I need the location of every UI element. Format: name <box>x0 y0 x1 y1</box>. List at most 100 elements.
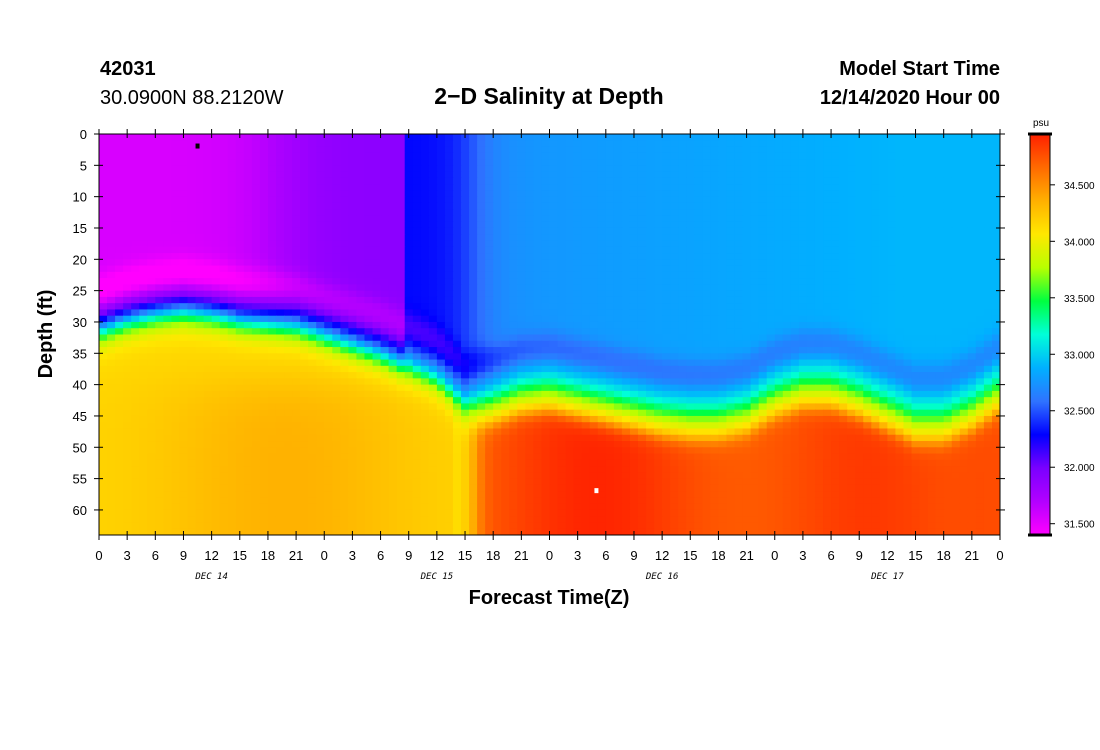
heatmap-cell <box>364 271 374 279</box>
heatmap-cell <box>436 152 446 160</box>
heatmap-cell <box>983 334 993 342</box>
heatmap-cell <box>219 372 229 379</box>
heatmap-cell <box>742 265 752 273</box>
heatmap-cell <box>131 372 140 379</box>
heatmap-cell <box>501 202 510 210</box>
heatmap-cell <box>710 134 720 141</box>
heatmap-cell <box>790 353 800 361</box>
heatmap-cell <box>975 296 985 304</box>
heatmap-cell <box>412 196 422 204</box>
heatmap-cell <box>107 202 116 210</box>
heatmap-cell <box>171 140 181 148</box>
heatmap-cell <box>485 184 494 191</box>
heatmap-cell <box>509 234 518 242</box>
heatmap-cell <box>766 234 776 242</box>
heatmap-cell <box>670 271 679 279</box>
heatmap-cell <box>557 259 567 267</box>
heatmap-cell <box>758 177 768 185</box>
heatmap-cell <box>823 177 832 185</box>
heatmap-cell <box>726 253 736 260</box>
heatmap-cell <box>461 284 470 292</box>
heatmap-cell <box>774 328 784 336</box>
heatmap-cell <box>396 240 406 248</box>
heatmap-cell <box>123 340 132 348</box>
heatmap-cell <box>726 340 736 348</box>
heatmap-cell <box>147 240 156 248</box>
heatmap-cell <box>581 353 591 361</box>
heatmap-cell <box>710 209 720 217</box>
heatmap-cell <box>493 372 502 379</box>
heatmap-cell <box>155 240 164 248</box>
heatmap-cell <box>823 309 832 317</box>
heatmap-cell <box>219 165 229 173</box>
heatmap-cell <box>951 347 961 354</box>
heatmap-cell <box>935 384 945 392</box>
heatmap-cell <box>967 259 977 267</box>
heatmap-cell <box>300 209 309 217</box>
heatmap-cell <box>179 284 189 292</box>
heatmap-cell <box>324 403 333 411</box>
heatmap-cell <box>251 347 261 354</box>
heatmap-cell <box>831 227 840 235</box>
heatmap-cell <box>452 359 462 367</box>
heatmap-cell <box>187 140 197 148</box>
heatmap-cell <box>452 384 462 392</box>
heatmap-cell <box>396 409 406 417</box>
heatmap-cell <box>967 140 977 148</box>
heatmap-cell <box>461 315 470 323</box>
heatmap-cell <box>911 340 921 348</box>
heatmap-cell <box>654 278 663 285</box>
heatmap-cell <box>983 215 993 223</box>
heatmap-cell <box>227 303 237 311</box>
heatmap-cell <box>565 196 575 204</box>
heatmap-cell <box>203 184 213 191</box>
heatmap-cell <box>742 234 752 242</box>
heatmap-cell <box>195 146 205 154</box>
heatmap-cell <box>847 234 856 242</box>
heatmap-cell <box>589 134 599 141</box>
heatmap-cell <box>597 140 607 148</box>
heatmap-cell <box>308 328 317 336</box>
heatmap-cell <box>316 347 325 354</box>
heatmap-cell <box>139 134 148 141</box>
heatmap-cell <box>147 328 156 336</box>
heatmap-cell <box>654 190 663 198</box>
heatmap-cell <box>774 309 784 317</box>
heatmap-cell <box>605 296 615 304</box>
heatmap-cell <box>477 159 486 166</box>
heatmap-cell <box>613 221 623 229</box>
heatmap-cell <box>678 303 687 311</box>
heatmap-cell <box>943 303 953 311</box>
heatmap-cell <box>670 152 679 160</box>
heatmap-cell <box>798 253 808 260</box>
heatmap-cell <box>171 171 181 179</box>
heatmap-cell <box>927 202 937 210</box>
heatmap-cell <box>726 159 736 166</box>
heatmap-cell <box>155 309 164 317</box>
heatmap-cell <box>694 196 703 204</box>
heatmap-cell <box>726 221 736 229</box>
heatmap-cell <box>155 378 164 386</box>
heatmap-cell <box>597 315 607 323</box>
heatmap-cell <box>694 384 703 392</box>
heatmap-cell <box>235 328 245 336</box>
heatmap-cell <box>259 177 269 185</box>
heatmap-cell <box>300 334 309 342</box>
heatmap-cell <box>863 190 872 198</box>
heatmap-cell <box>259 234 269 242</box>
heatmap-cell <box>107 134 116 141</box>
heatmap-cell <box>654 384 663 392</box>
heatmap-cell <box>340 221 349 229</box>
heatmap-cell <box>501 278 510 285</box>
heatmap-cell <box>412 171 422 179</box>
heatmap-cell <box>686 303 695 311</box>
heatmap-cell <box>420 140 430 148</box>
heatmap-cell <box>308 372 317 379</box>
heatmap-cell <box>589 397 599 405</box>
heatmap-cell <box>444 227 454 235</box>
heatmap-cell <box>541 353 551 361</box>
heatmap-cell <box>115 384 124 392</box>
heatmap-cell <box>758 171 768 179</box>
heatmap-cell <box>211 303 221 311</box>
heatmap-cell <box>975 215 985 223</box>
